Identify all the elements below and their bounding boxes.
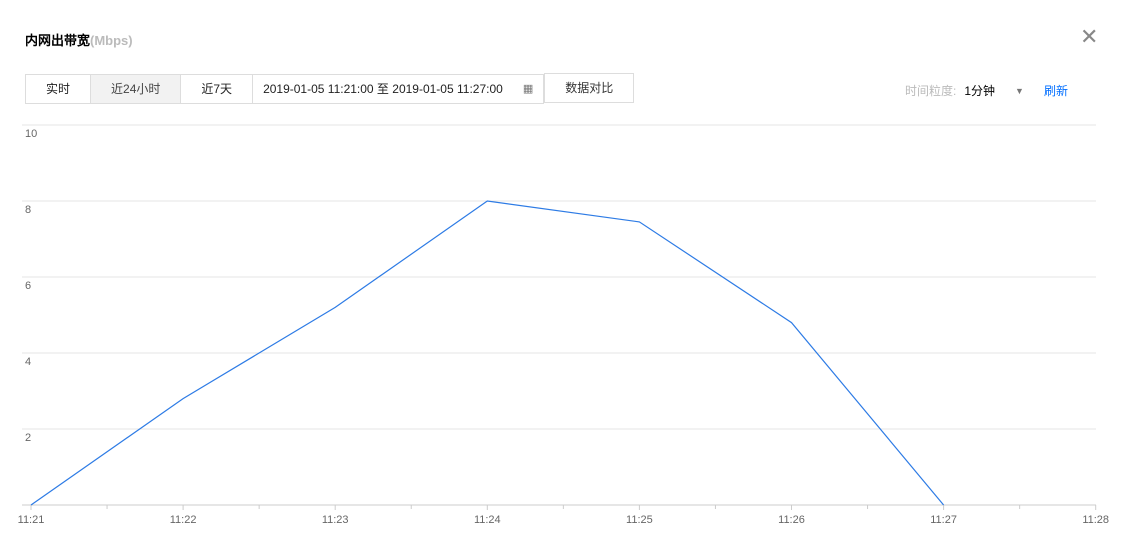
calendar-icon[interactable]: ▦ [522,83,534,95]
date-range-picker[interactable]: 2019-01-05 11:21:00 至 2019-01-05 11:27:0… [252,74,545,104]
x-tick-label: 11:25 [626,514,653,526]
data-line [30,200,945,506]
x-tick-label: 11:21 [18,514,45,526]
granularity-label: 时间粒度: [905,84,957,98]
y-tick-label: 8 [25,204,31,216]
tab-realtime[interactable]: 实时 [25,74,92,104]
refresh-button[interactable]: 刷新 [1043,84,1068,98]
y-tick-label: 6 [25,280,31,292]
chart-title: 内网出带宽(Mbps) [25,30,133,49]
x-tick-label: 11:28 [1082,514,1109,526]
title-text: 内网出带宽 [25,33,91,48]
tab-7d[interactable]: 近7天 [180,74,254,104]
y-tick-label: 4 [25,356,31,368]
tab-24h[interactable]: 近24小时 [90,74,182,104]
granularity-select[interactable]: 1分钟 [964,84,996,98]
chevron-down-icon[interactable]: ▼ [1015,85,1024,96]
close-icon[interactable]: ✕ [1080,24,1099,49]
x-tick-label: 11:22 [170,514,197,526]
date-range-text: 2019-01-05 11:21:00 至 2019-01-05 11:27:0… [263,82,503,96]
time-range-toolbar: 实时 近24小时 近7天 2019-01-05 11:21:00 至 2019-… [25,73,635,104]
title-unit: (Mbps) [90,33,133,48]
y-tick-label: 10 [25,128,37,140]
x-tick-label: 11:24 [474,514,501,526]
x-tick-label: 11:26 [778,514,805,526]
x-tick-label: 11:27 [930,514,957,526]
compare-button[interactable]: 数据对比 [544,73,635,103]
x-tick-label: 11:23 [322,514,349,526]
granularity-control: 时间粒度: 1分钟 ▼ 刷新 [905,82,1068,99]
y-tick-label: 2 [25,432,31,444]
